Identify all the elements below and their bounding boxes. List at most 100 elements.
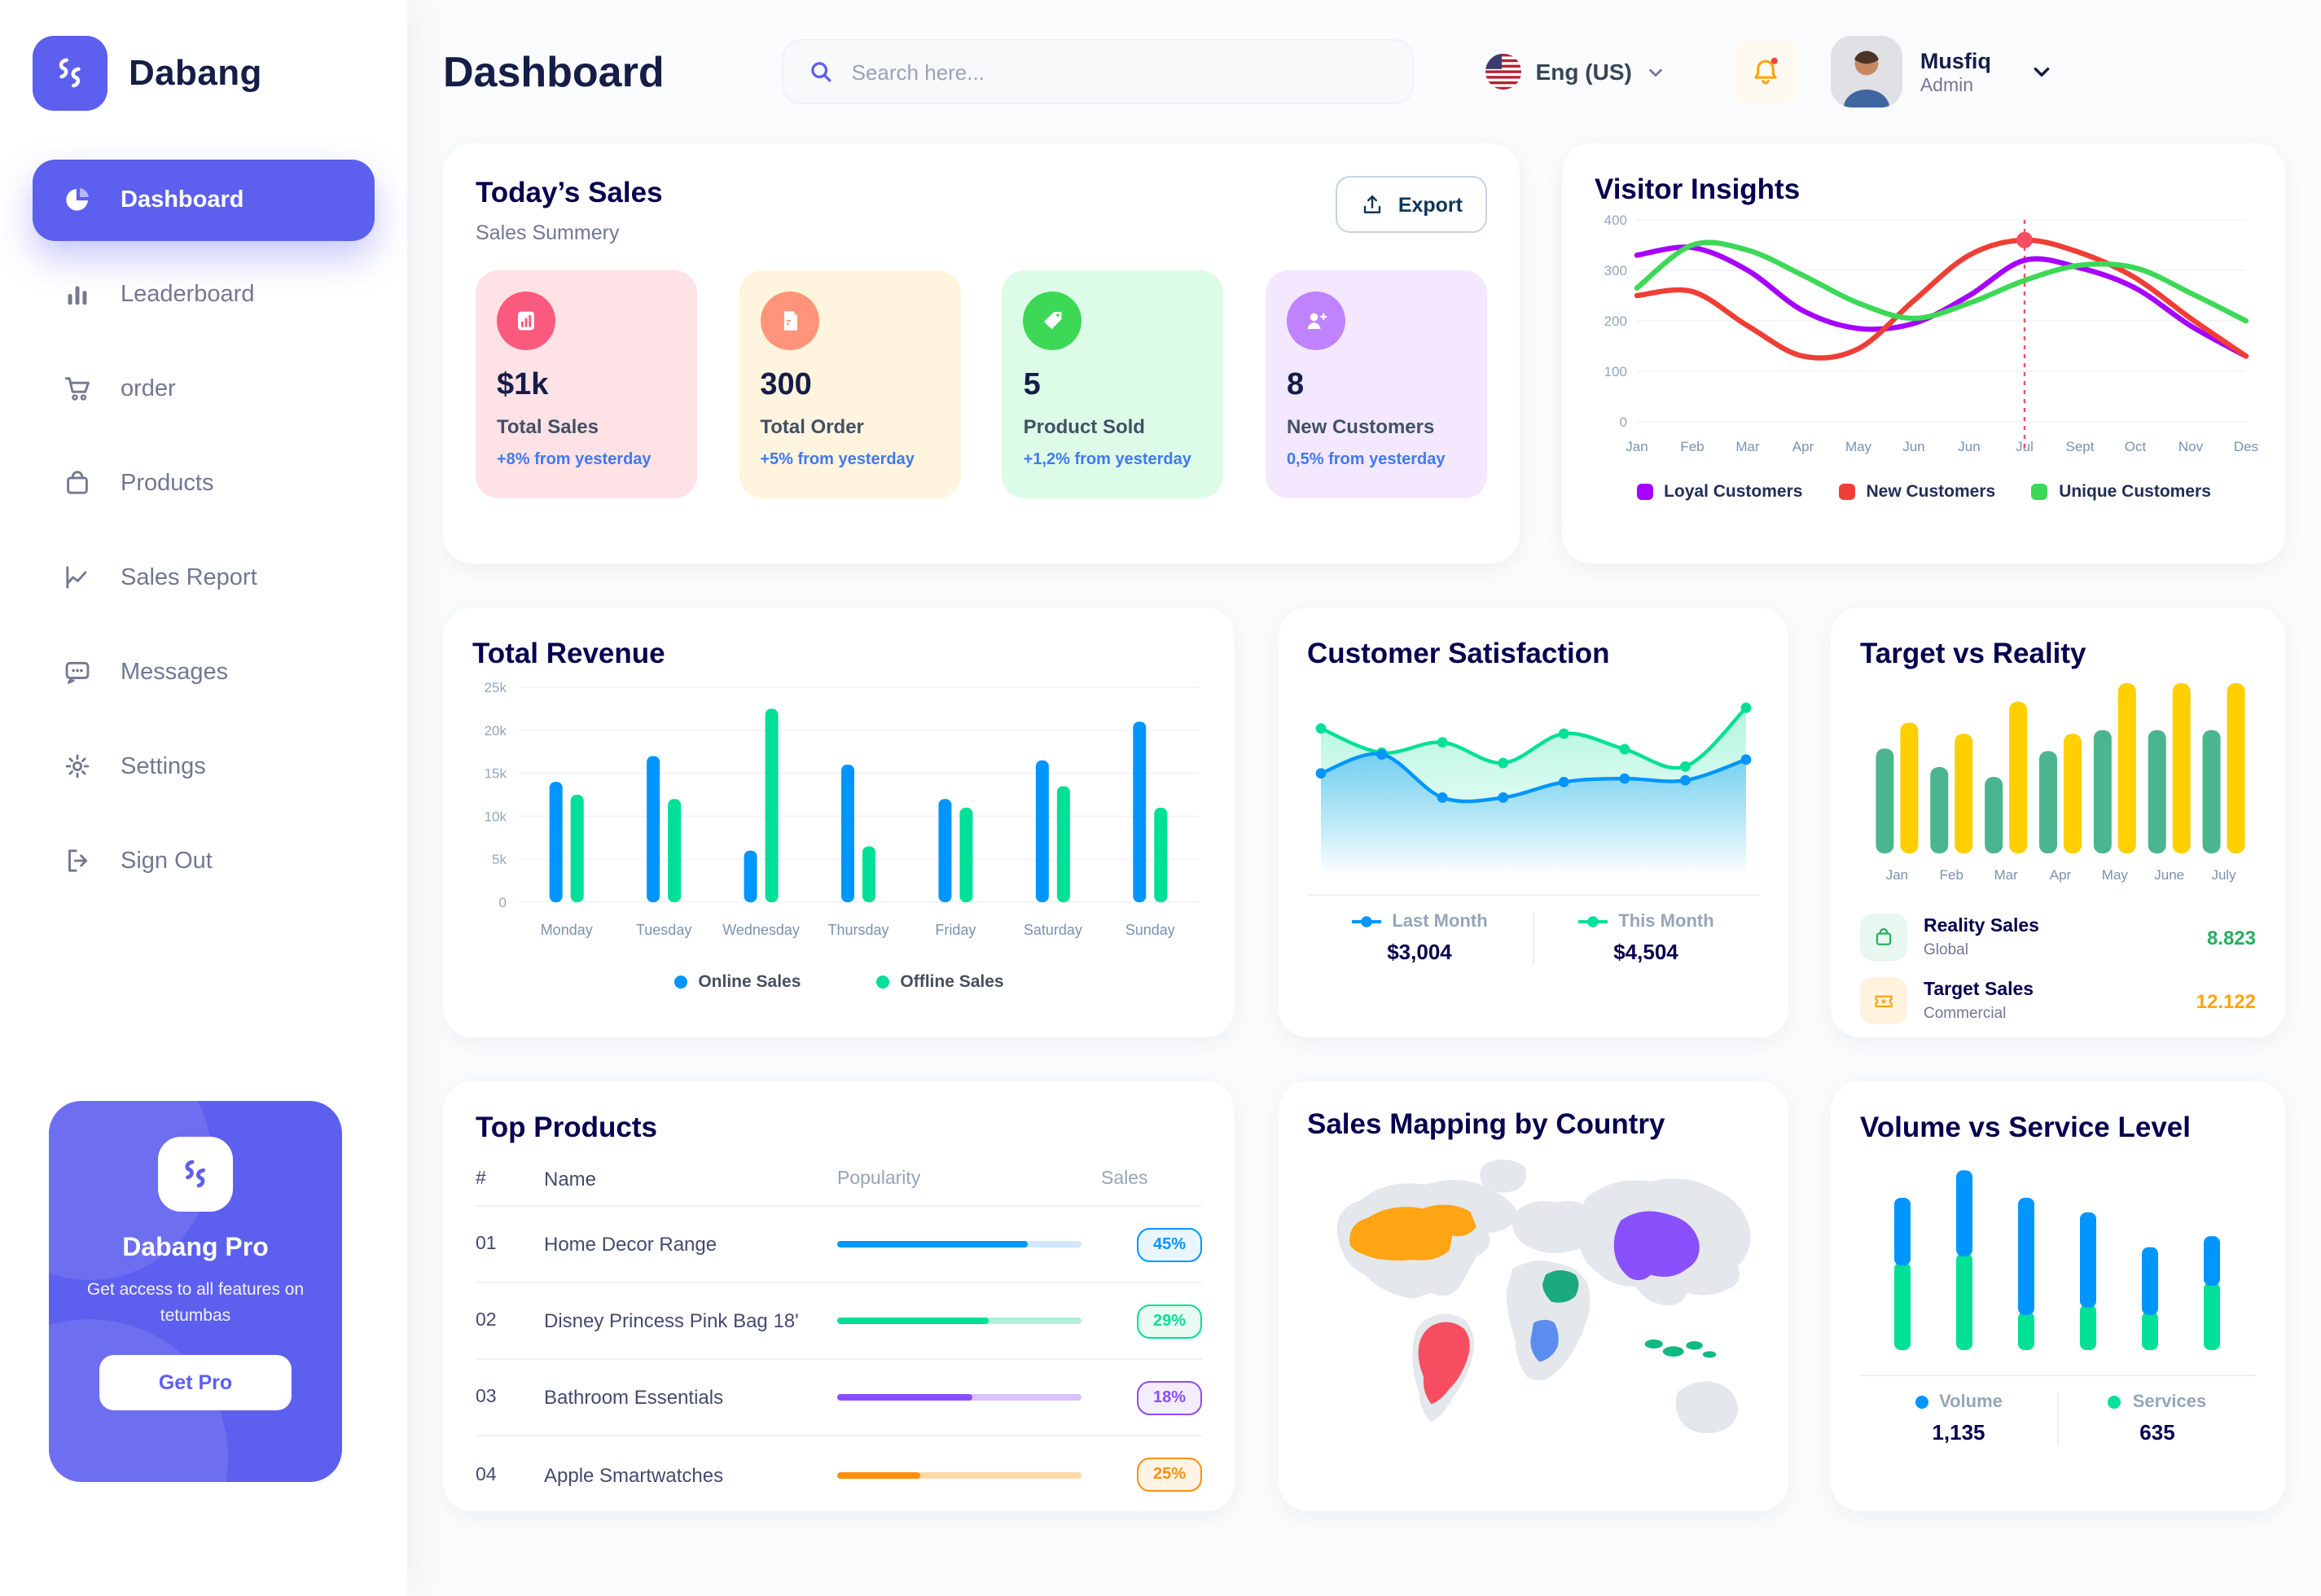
svg-text:Jun: Jun bbox=[1902, 439, 1924, 454]
pro-logo-icon bbox=[158, 1137, 233, 1212]
volume-service-card: Volume vs Service Level Volume 1,135 Serv… bbox=[1831, 1081, 2285, 1511]
legend-item-new-customers: New Customers bbox=[1838, 482, 1995, 502]
message-icon bbox=[62, 656, 94, 689]
bell-icon bbox=[1754, 57, 1778, 85]
sidebar-item-sales-report[interactable]: Sales Report bbox=[33, 537, 375, 619]
svg-text:Oct: Oct bbox=[2125, 439, 2147, 454]
stat-label: Total Sales bbox=[497, 415, 599, 438]
svg-text:200: 200 bbox=[1604, 314, 1627, 329]
stat-label: Product Sold bbox=[1023, 415, 1145, 438]
notifications-button[interactable] bbox=[1732, 39, 1798, 104]
pro-subtitle: Get access to all features on tetumbas bbox=[86, 1280, 305, 1326]
sidebar-item-order[interactable]: order bbox=[33, 349, 375, 430]
country-brazil bbox=[1417, 1322, 1469, 1405]
stat-receipt-icon bbox=[760, 292, 819, 350]
stat-value: 8 bbox=[1286, 368, 1305, 402]
todays-sales-card: Today’s Sales Sales Summery Export $1k T… bbox=[443, 143, 1520, 563]
topbar: Dashboard Eng (US) bbox=[443, 0, 2285, 143]
svg-text:Jan: Jan bbox=[1886, 867, 1908, 883]
stat-tag-icon bbox=[1023, 292, 1082, 350]
user-name: Musfiq bbox=[1920, 48, 1991, 72]
sidebar-nav: Dashboard Leaderboard order Products Sales R… bbox=[0, 160, 407, 902]
sidebar-item-settings[interactable]: Settings bbox=[33, 726, 375, 808]
svg-text:Saturday: Saturday bbox=[1024, 922, 1082, 938]
customer-satisfaction-title: Customer Satisfaction bbox=[1307, 637, 1610, 669]
sidebar-item-sign-out[interactable]: Sign Out bbox=[33, 821, 375, 902]
legend-name: Reality Sales bbox=[1924, 916, 2039, 936]
svg-text:Jun: Jun bbox=[1958, 439, 1980, 454]
legend-item-services: Services 635 bbox=[2057, 1392, 2256, 1445]
us-flag-icon bbox=[1485, 54, 1521, 90]
logo: Dabang bbox=[0, 0, 407, 111]
pro-title: Dabang Pro bbox=[122, 1234, 269, 1262]
product-id: 03 bbox=[476, 1388, 497, 1407]
legend-value: 12.122 bbox=[2196, 989, 2256, 1012]
svg-text:Feb: Feb bbox=[1940, 867, 1963, 883]
legend-value: $3,004 bbox=[1387, 940, 1452, 964]
svg-text:300: 300 bbox=[1604, 263, 1627, 278]
popularity-bar bbox=[837, 1241, 1082, 1247]
app-name: Dabang bbox=[129, 52, 262, 93]
search-input[interactable] bbox=[851, 59, 1389, 84]
gear-icon bbox=[62, 751, 94, 783]
top-products-card: Top Products # Name Popularity Sales 01 Hom… bbox=[443, 1081, 1235, 1511]
stat-card-new-customers: 8 New Customers 0,5% from yesterday bbox=[1265, 270, 1487, 498]
svg-text:Mar: Mar bbox=[1735, 439, 1760, 454]
pro-card: Dabang Pro Get access to all features on… bbox=[49, 1101, 342, 1482]
sidebar-item-label: Leaderboard bbox=[121, 282, 255, 308]
sidebar-item-dashboard[interactable]: Dashboard bbox=[33, 160, 375, 241]
product-name: Apple Smartwatches bbox=[544, 1463, 724, 1486]
volume-service-chart bbox=[1860, 1145, 2256, 1368]
product-id: 02 bbox=[476, 1311, 497, 1331]
stat-value: 300 bbox=[760, 368, 812, 402]
sidebar-item-label: Dashboard bbox=[121, 187, 244, 213]
language-selector[interactable]: Eng (US) bbox=[1485, 54, 1665, 90]
country-saudi-arabia bbox=[1542, 1269, 1578, 1303]
svg-text:Wednesday: Wednesday bbox=[722, 922, 800, 938]
stat-chart-icon bbox=[497, 292, 555, 350]
user-menu[interactable]: Musfiq Admin bbox=[1830, 36, 2053, 107]
sales-badge: 29% bbox=[1136, 1304, 1202, 1338]
svg-text:May: May bbox=[1845, 439, 1872, 454]
popularity-bar bbox=[837, 1394, 1082, 1401]
sales-badge: 45% bbox=[1136, 1227, 1202, 1261]
svg-text:Tuesday: Tuesday bbox=[636, 922, 691, 938]
svg-text:July: July bbox=[2211, 867, 2236, 883]
sidebar-item-products[interactable]: Products bbox=[33, 443, 375, 524]
svg-text:Monday: Monday bbox=[541, 922, 593, 938]
target-vs-reality-chart: Jan Feb Mar Apr May June July bbox=[1860, 671, 2256, 897]
export-button[interactable]: Export bbox=[1336, 176, 1487, 233]
line-chart-icon bbox=[62, 562, 94, 594]
main-content: Dashboard Eng (US) bbox=[407, 0, 2321, 1596]
table-row-02: 02 Disney Princess Pink Bag 18' 29% bbox=[476, 1283, 1202, 1360]
legend-item-last-month: Last Month $3,004 bbox=[1307, 912, 1532, 964]
sidebar-item-label: Sign Out bbox=[121, 848, 213, 875]
svg-text:Thursday: Thursday bbox=[827, 922, 888, 938]
legend-value: 635 bbox=[2139, 1420, 2175, 1445]
sidebar-item-label: Settings bbox=[121, 754, 206, 780]
target-vs-reality-card: Target vs Reality Jan Feb Mar Apr May June Jul… bbox=[1831, 607, 2285, 1037]
svg-text:100: 100 bbox=[1604, 364, 1627, 379]
stat-user-plus-icon bbox=[1286, 292, 1345, 350]
logo-icon bbox=[33, 36, 107, 111]
country-dr-congo bbox=[1529, 1319, 1558, 1362]
visitor-insights-card: Visitor Insights 0 100 200 300 400 Jan Feb Mar A… bbox=[1562, 143, 2285, 563]
customer-satisfaction-chart bbox=[1307, 671, 1758, 888]
get-pro-button[interactable]: Get Pro bbox=[99, 1354, 292, 1410]
legend-row-reality-sales: Reality Sales Global 8.823 bbox=[1860, 914, 2256, 961]
total-revenue-chart: 0 5k 10k 15k 20k 25k Monday Tuesday Wednesday Thu… bbox=[472, 671, 1205, 966]
stat-card-product-sold: 5 Product Sold +1,2% from yesterday bbox=[1002, 270, 1224, 498]
svg-text:0: 0 bbox=[499, 895, 507, 910]
sidebar-item-leaderboard[interactable]: Leaderboard bbox=[33, 254, 375, 335]
sign-out-icon bbox=[62, 845, 94, 878]
svg-text:5k: 5k bbox=[492, 852, 507, 867]
table-row-01: 01 Home Decor Range 45% bbox=[476, 1207, 1202, 1283]
stat-card-total-order: 300 Total Order +5% from yesterday bbox=[739, 270, 961, 498]
svg-text:15k: 15k bbox=[485, 766, 507, 782]
product-name: Disney Princess Pink Bag 18' bbox=[544, 1309, 799, 1332]
sidebar-item-label: Sales Report bbox=[121, 565, 257, 591]
sidebar-item-messages[interactable]: Messages bbox=[33, 632, 375, 713]
chevron-down-icon bbox=[1647, 63, 1665, 81]
total-revenue-legend: Online Sales Offline Sales bbox=[472, 972, 1205, 992]
country-united-states bbox=[1349, 1204, 1476, 1261]
